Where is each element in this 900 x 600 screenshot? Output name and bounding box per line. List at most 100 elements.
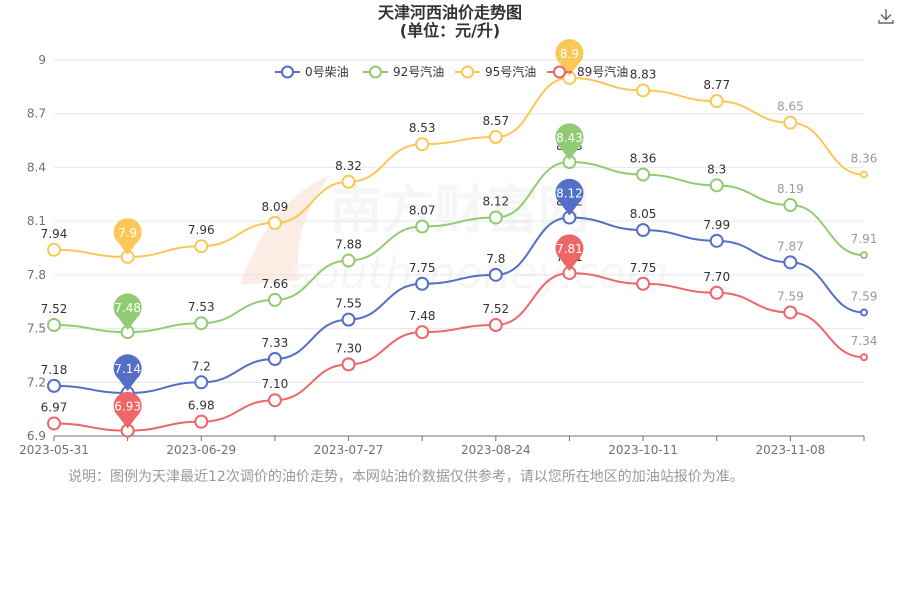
data-label: 8.12 (482, 195, 509, 209)
marker-shape (113, 293, 142, 331)
data-point (415, 137, 430, 152)
marker-pin: 7.81 (555, 234, 584, 272)
marker-shape (555, 234, 584, 272)
data-point (194, 375, 209, 390)
data-label: 7.75 (409, 261, 436, 275)
data-label: 8.09 (262, 200, 289, 214)
data-label: 7.48 (409, 309, 436, 323)
data-label: 7.18 (41, 363, 68, 377)
data-point (636, 83, 651, 98)
legend-label: 89号汽油 (577, 64, 628, 79)
y-tick-label: 8.4 (27, 160, 46, 174)
data-point (709, 94, 724, 109)
download-icon[interactable] (876, 6, 896, 26)
legend-item-3[interactable]: 89号汽油 (547, 64, 628, 79)
legend-label: 95号汽油 (485, 64, 536, 79)
x-tick-label: 2023-11-08 (755, 443, 825, 457)
data-label: 7.59 (777, 289, 804, 303)
data-point (488, 210, 503, 225)
data-point (47, 317, 61, 332)
marker-shape (113, 354, 142, 392)
data-point (783, 198, 798, 213)
data-point (860, 308, 868, 317)
marker-label: 7.48 (114, 301, 141, 315)
x-tick-label: 2023-07-27 (314, 443, 384, 457)
data-label: 7.8 (486, 252, 505, 266)
marker-pin: 7.48 (113, 293, 142, 331)
data-label: 8.65 (777, 100, 804, 114)
data-label: 8.83 (630, 67, 657, 81)
data-point (341, 312, 356, 327)
data-label: 8.3 (707, 162, 726, 176)
data-label: 7.59 (851, 289, 878, 303)
y-tick-label: 8.7 (27, 107, 46, 121)
x-axis: 2023-05-31 2023-06-29 2023-07-27 2023-08-24… (19, 435, 865, 457)
marker-pin: 7.9 (113, 218, 142, 255)
watermark-cn: 南方财富网 (330, 181, 590, 241)
data-label: 8.07 (409, 204, 436, 218)
chart-title-block: 天津河西油价走势图 (单位：元/升) (0, 4, 900, 40)
data-label: 8.53 (409, 121, 436, 135)
series-line (53, 216, 865, 395)
data-label: 7.70 (703, 270, 730, 284)
data-label: 8.36 (630, 152, 657, 166)
legend[interactable]: 0号柴油 92号汽油 95号汽油 89号汽油 (275, 64, 628, 79)
data-label: 7.91 (851, 232, 878, 246)
markers-group: 7.14 8.12 7.48 8.43 7.9 8.9 6.93 7.81 (113, 39, 584, 429)
data-point (860, 170, 868, 179)
data-label: 8.36 (851, 152, 878, 166)
data-label: 8.32 (335, 159, 362, 173)
marker-label: 8.9 (560, 47, 579, 61)
series-group: 7.187.27.337.557.757.88.128.057.997.877.… (41, 39, 878, 438)
marker-shape (113, 218, 142, 255)
marker-label: 7.9 (118, 226, 137, 240)
x-tick-label: 2023-05-31 (19, 443, 89, 457)
data-point (267, 352, 282, 367)
y-tick-label: 6.9 (27, 429, 46, 443)
chart-subtitle: (单位：元/升) (399, 21, 501, 40)
legend-item-2[interactable]: 95号汽油 (455, 64, 536, 79)
x-tick-label: 2023-06-29 (166, 443, 236, 457)
data-point (47, 378, 61, 393)
data-label: 7.10 (262, 377, 289, 391)
data-label: 7.55 (335, 297, 362, 311)
y-tick-label: 7.8 (27, 268, 46, 282)
data-point (267, 215, 282, 230)
marker-shape (555, 39, 584, 76)
data-point (709, 178, 724, 193)
data-point (47, 242, 61, 257)
data-label: 7.52 (41, 302, 68, 316)
data-point (194, 239, 209, 254)
legend-label: 92号汽油 (393, 64, 444, 79)
y-tick-label: 7.2 (27, 375, 46, 389)
data-label: 8.05 (630, 207, 657, 221)
legend-symbol (281, 65, 294, 79)
legend-label: 0号柴油 (305, 65, 349, 79)
marker-label: 7.14 (114, 362, 141, 376)
data-point (636, 167, 651, 182)
marker-pin: 8.9 (555, 39, 584, 76)
watermark: 南方财富网 southmoney.com (240, 175, 668, 299)
data-point (194, 316, 209, 331)
data-point (860, 353, 868, 362)
chart-title: 天津河西油价走势图 (377, 3, 522, 22)
x-tick-label: 2023-10-11 (608, 443, 678, 457)
legend-item-1[interactable]: 92号汽油 (363, 64, 444, 79)
data-label: 7.87 (777, 239, 804, 253)
series-2: 7.947.968.098.328.538.578.98.838.778.658… (41, 55, 878, 264)
data-label: 6.98 (188, 399, 215, 413)
data-point (488, 317, 503, 332)
data-label: 8.77 (703, 78, 730, 92)
data-point (415, 276, 430, 291)
data-point (488, 129, 503, 144)
legend-item-0[interactable]: 0号柴油 (275, 65, 349, 79)
data-label: 7.94 (41, 227, 68, 241)
data-label: 6.97 (41, 400, 68, 414)
data-label: 8.19 (777, 182, 804, 196)
data-point (415, 219, 430, 234)
data-label: 7.88 (335, 238, 362, 252)
data-point (341, 174, 356, 189)
data-point (488, 267, 503, 282)
data-point (636, 223, 651, 238)
